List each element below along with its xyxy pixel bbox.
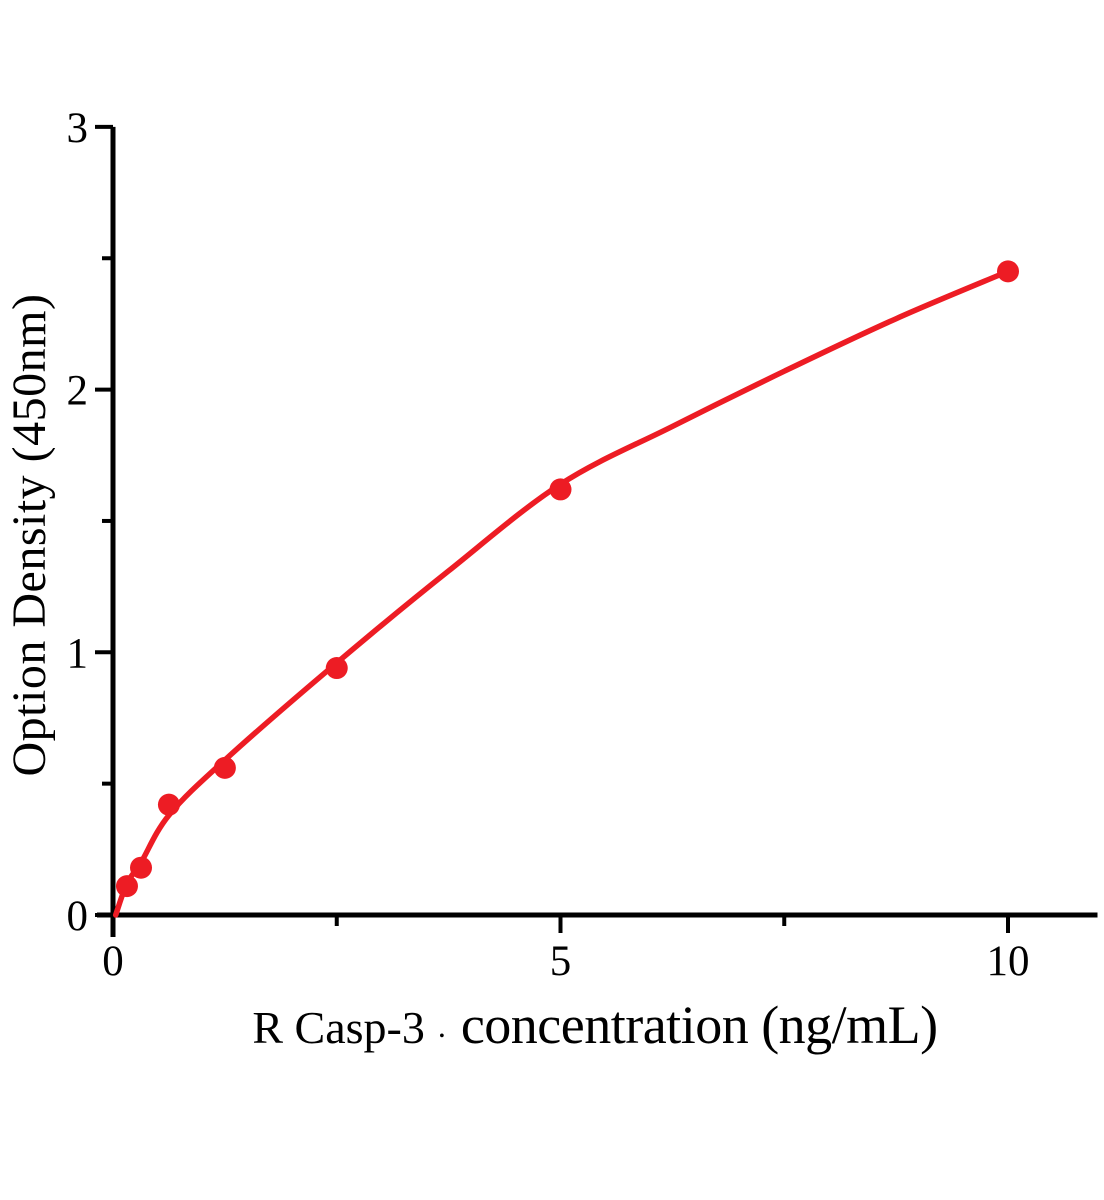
x-axis-title-main: concentration (ng/mL): [460, 995, 938, 1055]
data-point: [549, 478, 572, 501]
data-point: [325, 657, 348, 680]
data-point: [115, 875, 138, 898]
y-tick-label: 3: [67, 105, 89, 152]
x-tick-label: 0: [102, 938, 124, 985]
y-tick-label: 0: [67, 893, 89, 940]
fit-curve: [112, 268, 1011, 918]
x-tick-label: 5: [550, 938, 572, 985]
y-axis-title: Option Density (450nm): [3, 293, 56, 777]
x-axis-title: R Casp-3 . concentration (ng/mL): [43, 998, 1104, 1052]
data-point: [213, 756, 236, 779]
data-point: [130, 856, 153, 879]
x-axis-title-separator: .: [437, 1008, 446, 1044]
data-point: [997, 260, 1019, 283]
x-tick-label: 10: [987, 938, 1030, 985]
y-tick-label: 2: [67, 368, 89, 415]
x-axis-title-prefix: R Casp-3: [252, 1002, 425, 1053]
y-tick-label: 1: [67, 630, 89, 677]
y-axis-title-text: Option Density (450nm): [3, 293, 56, 777]
data-point: [157, 793, 180, 816]
